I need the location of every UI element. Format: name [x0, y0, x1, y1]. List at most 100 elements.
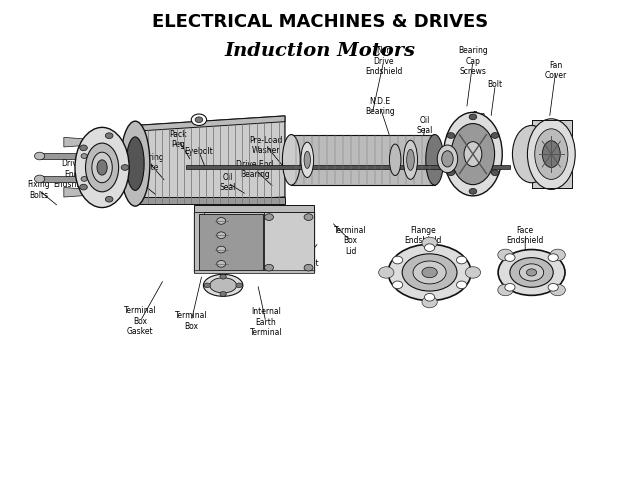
Circle shape: [80, 145, 87, 151]
Polygon shape: [135, 197, 285, 204]
Polygon shape: [135, 116, 285, 204]
Circle shape: [217, 232, 226, 239]
Circle shape: [447, 170, 454, 176]
Ellipse shape: [442, 151, 453, 167]
Ellipse shape: [426, 134, 444, 185]
Polygon shape: [186, 165, 510, 169]
Polygon shape: [194, 204, 314, 212]
Text: Flange
Endshield: Flange Endshield: [404, 226, 442, 245]
Circle shape: [505, 284, 515, 291]
Text: Rotor
Assembly: Rotor Assembly: [324, 141, 361, 160]
Polygon shape: [135, 116, 285, 131]
Ellipse shape: [388, 244, 471, 300]
Text: Terminal
Box
Gasket: Terminal Box Gasket: [124, 306, 157, 336]
Ellipse shape: [520, 264, 543, 281]
Text: Induction Motors: Induction Motors: [225, 42, 415, 60]
Text: Drive
End
Endshield: Drive End Endshield: [52, 159, 90, 189]
Ellipse shape: [464, 142, 482, 167]
Ellipse shape: [126, 137, 144, 191]
Text: N.D.E
Bearing: N.D.E Bearing: [365, 96, 395, 116]
Circle shape: [264, 214, 273, 220]
Circle shape: [422, 296, 437, 308]
Ellipse shape: [210, 278, 237, 293]
Ellipse shape: [86, 143, 118, 192]
Circle shape: [195, 117, 203, 122]
Polygon shape: [40, 153, 84, 159]
Circle shape: [191, 114, 207, 125]
Polygon shape: [291, 135, 435, 185]
Circle shape: [491, 132, 499, 138]
Ellipse shape: [451, 123, 495, 185]
Ellipse shape: [510, 258, 553, 287]
Polygon shape: [64, 188, 91, 197]
Ellipse shape: [422, 267, 437, 278]
Circle shape: [392, 281, 403, 288]
Text: Lid
Gasket: Lid Gasket: [292, 249, 319, 268]
Circle shape: [422, 237, 437, 249]
Polygon shape: [40, 176, 84, 182]
Circle shape: [106, 196, 113, 202]
Circle shape: [469, 189, 477, 194]
Circle shape: [217, 261, 226, 267]
Polygon shape: [199, 214, 262, 270]
Text: ELECTRICAL MACHINES & DRIVES: ELECTRICAL MACHINES & DRIVES: [152, 13, 488, 31]
Ellipse shape: [403, 140, 417, 180]
Text: Internal
Earth
Terminal: Internal Earth Terminal: [250, 307, 282, 337]
Ellipse shape: [542, 141, 560, 168]
Text: Fan: Fan: [473, 111, 486, 120]
Ellipse shape: [282, 134, 300, 185]
Ellipse shape: [304, 151, 310, 168]
Text: Pack
Peg: Pack Peg: [170, 130, 188, 149]
Circle shape: [392, 256, 403, 264]
Circle shape: [304, 264, 313, 271]
Polygon shape: [64, 137, 91, 147]
Text: Bearing
Cap
Screws: Bearing Cap Screws: [458, 46, 488, 76]
Ellipse shape: [390, 144, 401, 176]
Ellipse shape: [535, 129, 568, 180]
Circle shape: [456, 281, 467, 288]
Polygon shape: [194, 212, 204, 273]
Circle shape: [236, 283, 243, 288]
Circle shape: [220, 291, 227, 296]
Circle shape: [304, 214, 313, 220]
Ellipse shape: [92, 152, 112, 183]
Circle shape: [220, 275, 227, 279]
Circle shape: [121, 165, 129, 170]
Circle shape: [498, 249, 513, 261]
Text: Terminal
Board: Terminal Board: [234, 226, 266, 245]
Text: Stator
Frame: Stator Frame: [124, 168, 147, 188]
Circle shape: [35, 175, 45, 183]
Ellipse shape: [75, 127, 129, 207]
Text: Eyebolt: Eyebolt: [184, 147, 213, 156]
Text: Bearing
Plate: Bearing Plate: [134, 153, 164, 172]
Ellipse shape: [437, 145, 458, 173]
Text: Oil
Seal: Oil Seal: [417, 116, 433, 135]
Circle shape: [548, 254, 558, 262]
Text: Oil
Seal: Oil Seal: [220, 173, 236, 192]
Circle shape: [106, 133, 113, 139]
Circle shape: [35, 152, 45, 160]
Ellipse shape: [406, 149, 414, 170]
Circle shape: [465, 267, 481, 278]
Text: Bearing
Cap: Bearing Cap: [369, 135, 399, 154]
Text: Terminal
Box
Lid: Terminal Box Lid: [334, 226, 367, 256]
Circle shape: [505, 254, 515, 262]
Circle shape: [550, 249, 565, 261]
Circle shape: [81, 154, 88, 158]
Circle shape: [81, 177, 88, 181]
Text: Pre-Load
Washer: Pre-Load Washer: [249, 136, 282, 155]
Ellipse shape: [413, 261, 446, 284]
Ellipse shape: [527, 119, 575, 190]
Text: Non
Drive
Endshield: Non Drive Endshield: [365, 46, 403, 76]
Text: Face
Endshield: Face Endshield: [506, 226, 544, 245]
Circle shape: [217, 246, 226, 253]
Text: Drive End
Bearing: Drive End Bearing: [236, 160, 274, 179]
Circle shape: [217, 217, 226, 224]
Circle shape: [456, 256, 467, 264]
Ellipse shape: [498, 250, 565, 295]
Ellipse shape: [120, 121, 150, 206]
Ellipse shape: [301, 142, 314, 178]
Text: Fan
Cover: Fan Cover: [545, 61, 567, 80]
Ellipse shape: [513, 125, 550, 183]
Polygon shape: [194, 212, 314, 273]
